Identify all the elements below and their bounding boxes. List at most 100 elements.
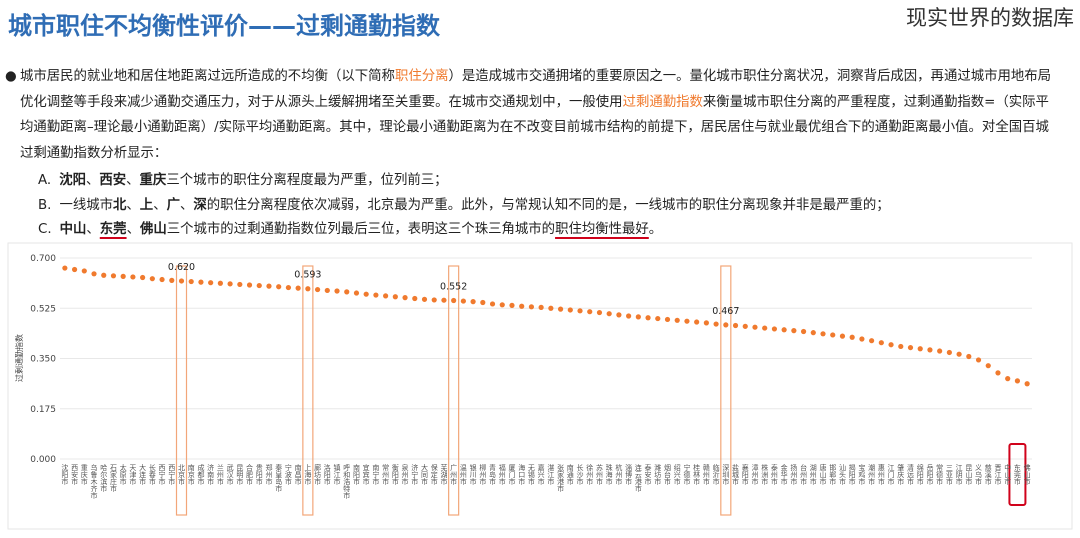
x-tick-label: 沈阳市 <box>61 463 69 486</box>
item-text: 西安 <box>99 173 127 188</box>
point <box>62 265 68 271</box>
point <box>849 334 855 340</box>
item-text: 佛山 <box>139 222 167 237</box>
x-tick-label: 厦门市 <box>508 464 516 486</box>
point <box>324 287 330 294</box>
point <box>227 281 233 287</box>
x-tick-label: 佛山市 <box>1023 463 1031 486</box>
x-tick-label: 义乌市 <box>975 464 983 486</box>
x-tick-label: 芜湖市 <box>440 463 448 486</box>
point <box>120 273 126 279</box>
x-tick-label: 广州市 <box>450 463 458 486</box>
point <box>762 325 768 331</box>
point <box>519 303 525 309</box>
x-tick-label: 常州市 <box>382 463 390 486</box>
item-text: 三个城市的过剩通勤指数位列最后三位，表明这三个珠三角城市的 <box>166 222 556 237</box>
point <box>285 284 292 291</box>
point <box>276 284 282 290</box>
x-tick-label: 惠州市 <box>877 463 885 486</box>
point <box>839 333 846 339</box>
point <box>431 297 437 303</box>
point <box>771 326 778 332</box>
point <box>460 298 466 304</box>
x-tick-label: 福州市 <box>498 463 506 486</box>
point <box>937 348 943 354</box>
point <box>820 331 826 337</box>
x-tick-label: 宝鸡市 <box>858 463 866 486</box>
x-tick-label: 江门市 <box>887 464 895 486</box>
y-tick-label: 0.175 <box>30 405 56 415</box>
point <box>256 282 262 289</box>
x-tick-label: 长沙市 <box>576 463 584 486</box>
point <box>208 280 214 286</box>
x-tick-label: 揭阳市 <box>848 463 856 486</box>
point <box>237 281 243 288</box>
x-tick-label: 潍坊市 <box>654 463 662 486</box>
x-tick-label: 合肥市 <box>246 463 254 486</box>
point <box>956 351 962 357</box>
x-tick-label: 岳阳市 <box>926 464 934 486</box>
x-tick-label: 天津市 <box>129 464 137 486</box>
x-tick-label: 盐城市 <box>732 463 740 486</box>
intro: ● 城市居民的就业地和居住地距离过远所造成的不均衡（以下简称职住分离）是造成城市交… <box>5 64 1055 166</box>
point <box>830 332 836 338</box>
item-marker: C. <box>38 222 52 237</box>
x-tick-label: 上海市 <box>304 463 312 486</box>
item-text: 中山 <box>59 222 87 237</box>
point <box>742 323 748 329</box>
intro-text: 职住分离 <box>394 69 449 84</box>
x-tick-label: 晋江市 <box>994 464 1002 486</box>
x-tick-label: 嘉兴市 <box>537 463 545 486</box>
list-item: B. 一线城市北、上、广、深的职住分离程度依次减弱，北京最为严重。此外，与常规认知… <box>38 193 890 213</box>
x-tick-label: 西宁市 <box>158 464 166 486</box>
item-text: 、 <box>153 197 167 213</box>
point <box>81 268 87 274</box>
item-text: 沈阳 <box>59 173 86 188</box>
x-tick-label: 西宁市 <box>168 464 176 486</box>
point <box>217 280 223 286</box>
x-tick-label: 南阳市 <box>352 463 360 486</box>
list-item: C. 中山、东莞、佛山三个城市的过剩通勤指数位列最后三位，表明这三个珠三角城市的职… <box>38 217 662 237</box>
x-tick-label: 大连市 <box>139 463 147 486</box>
item-text: 。 <box>648 222 663 237</box>
x-tick-label: 温州市 <box>459 463 467 486</box>
x-tick-label: 绍兴市 <box>673 463 681 486</box>
x-tick-label: 漳州市 <box>751 463 759 486</box>
x-tick-label: 常德市 <box>936 463 944 486</box>
x-tick-label: 扬州市 <box>790 463 798 486</box>
item-marker: B. <box>38 197 52 213</box>
point <box>373 292 379 298</box>
bullet: ● <box>5 69 17 84</box>
highlight-box <box>302 265 314 516</box>
focus-box <box>1008 443 1027 506</box>
list-item: A. 沈阳、西安、重庆三个城市的职住分离程度最为严重，位列前三； <box>38 168 448 188</box>
point <box>538 304 544 310</box>
point <box>480 299 486 306</box>
x-tick-label: 廊坊市 <box>314 463 322 486</box>
point <box>567 307 573 313</box>
x-tick-label: 保定市 <box>430 463 438 486</box>
x-tick-label: 成都市 <box>197 463 205 486</box>
item-text: 三个城市的职住分离程度最为严重，位列前三； <box>166 173 448 188</box>
x-tick-label: 银川市 <box>469 463 477 486</box>
point <box>810 330 816 336</box>
point <box>626 313 632 319</box>
point <box>898 343 904 350</box>
point <box>305 286 311 292</box>
y-tick-label: 0.525 <box>30 304 56 314</box>
point <box>149 276 155 282</box>
item-text: 上 <box>139 197 154 213</box>
x-tick-label: 赣州市 <box>702 463 710 486</box>
point <box>946 349 952 356</box>
highlight-box <box>175 265 188 516</box>
x-tick-label: 太原市 <box>119 463 127 486</box>
x-tick-label: 济宁市 <box>411 463 419 486</box>
x-tick-label: 秦皇岛市 <box>275 463 283 493</box>
item-text: 重庆 <box>139 173 167 188</box>
x-tick-label: 柳州市 <box>479 463 487 486</box>
item-text: 、 <box>179 197 194 213</box>
x-tick-label: 南宁市 <box>372 463 380 486</box>
y-tick-label: 0.000 <box>30 455 56 465</box>
watermark: 现实世界的数据库 <box>906 6 1074 30</box>
point <box>869 338 875 344</box>
